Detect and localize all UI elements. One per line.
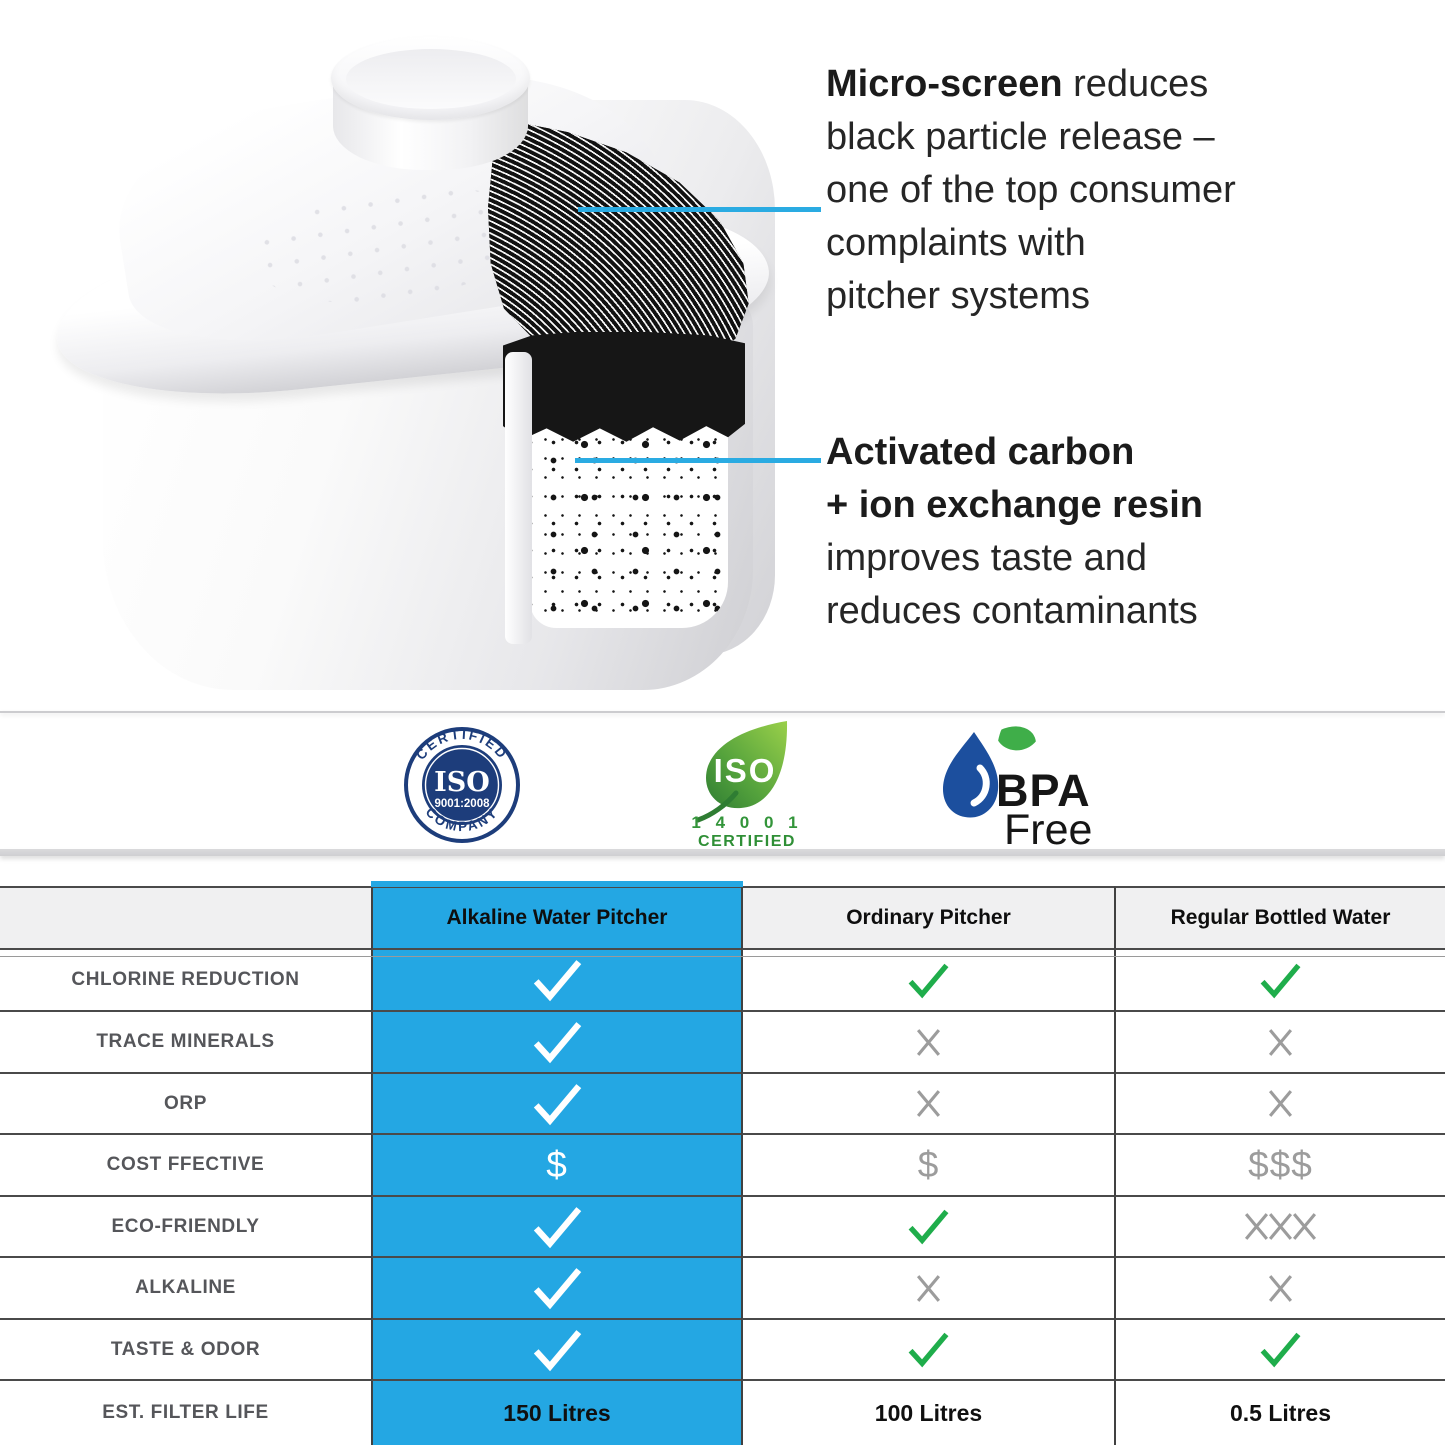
table-row-label-eco-friendly: ECO-FRIENDLY [0,1197,371,1258]
table-cell: 0.5 Litres [1114,1381,1445,1445]
check-icon [533,960,581,1002]
table-row-label-orp: ORP [0,1074,371,1135]
table-cell [1114,1012,1445,1074]
table-col-header-alkaline-water-pitcher: Alkaline Water Pitcher [371,886,741,950]
callout-line-text: Micro-screen reduces [826,58,1426,111]
check-icon [533,1268,581,1310]
leaf-number-text: 1 4 0 0 1 [691,813,802,832]
cross-icon [916,1090,941,1117]
check-icon [533,1329,581,1371]
check-icon [533,1022,581,1064]
table-col-header-ordinary-pitcher: Ordinary Pitcher [741,886,1114,950]
table-row-label-trace-minerals: TRACE MINERALS [0,1012,371,1074]
cross-icon [916,1028,941,1056]
callout-line-text: one of the top consumer [826,169,1236,211]
table-cell [1114,1074,1445,1135]
table-cell [741,1012,1114,1074]
callout-text-micro-screen: Micro-screen reduces black particle rele… [826,58,1426,323]
table-row-label-est-filter-life: EST. FILTER LIFE [0,1381,371,1445]
callout-line-activated-carbon [575,458,821,463]
table-cell: $$$ [1114,1135,1445,1197]
check-icon [908,1332,949,1368]
iso-9001-certified-seal-icon: CERTIFIED COMPANY ISO 9001:2008 [404,727,520,843]
check-icon [908,963,949,998]
seal-iso-text: ISO [434,767,490,798]
callout-line-text: reduces contaminants [826,590,1198,632]
callout-line-text: complaints with [826,222,1086,264]
table-cell-text: $ [917,1144,940,1185]
highlight-column-cap [371,881,743,887]
table-cell-text: $ [546,1144,568,1185]
check-icon [908,1209,949,1245]
divider-line-bottom [0,849,1445,856]
leaf-iso-text: ISO [714,752,777,789]
divider-line-top [0,711,1445,713]
table-cell: 150 Litres [371,1381,741,1445]
callout-text: reduces [1062,63,1209,105]
table-cell [371,1074,741,1135]
callout-line-text: improves taste and [826,537,1148,579]
cutaway-left-wall [505,352,532,644]
leaf-certified-text: CERTIFIED [698,833,796,850]
seal-number-text: 9001:2008 [435,798,491,810]
check-icon [533,1083,581,1125]
callout-bold-term: Activated carbon [826,431,1135,473]
bpa-free-text: Free [1004,806,1092,848]
table-col-header-regular-bottled-water: Regular Bottled Water [1114,886,1445,950]
table-cell: 100 Litres [741,1381,1114,1445]
callout-line-micro-screen [578,207,821,212]
callout-bold-term: + ion exchange resin [826,484,1203,526]
cross-icon [1268,1028,1293,1056]
cross-icon [1244,1213,1269,1240]
cartridge-neck-inner [346,49,516,109]
table-cell [741,1074,1114,1135]
table-cell [741,1258,1114,1320]
cutaway-black-band [503,332,745,442]
callout-bold-term: Micro-screen [826,63,1063,105]
callout-text-activated-carbon: Activated carbon + ion exchange resin im… [826,426,1426,638]
cross-icon [1268,1090,1293,1117]
table-cell: $ [371,1135,741,1197]
table-cell [1114,1258,1445,1320]
table-cell [371,1320,741,1381]
table-col-header-empty [0,886,371,950]
check-icon [1260,1332,1301,1368]
table-row-label-chlorine-reduction: CHLORINE REDUCTION [0,950,371,1012]
check-icon [533,1206,581,1248]
table-row-label-cost-effective: COST FFECTIVE [0,1135,371,1197]
table-cell: $ [741,1135,1114,1197]
table-cell [741,1197,1114,1258]
cross-icon [1268,1274,1293,1302]
table-cell [1114,950,1445,1012]
cross-icon [916,1274,941,1302]
comparison-table: Alkaline Water Pitcher Ordinary Pitcher … [0,886,1445,1445]
activated-carbon-cutaway [530,400,728,628]
table-cell [371,1258,741,1320]
table-cell [371,1197,741,1258]
callout-line-text: black particle release – [826,116,1215,158]
bpa-text: BPA [996,765,1091,816]
table-cell-text: 100 Litres [874,1399,983,1426]
table-row-label-alkaline: ALKALINE [0,1258,371,1320]
bpa-free-icon: BPA Free [942,722,1092,848]
table-cell [1114,1320,1445,1381]
table-row-label-taste-odor: TASTE & ODOR [0,1320,371,1381]
table-cell [741,950,1114,1012]
iso-14001-leaf-icon: ISO 1 4 0 0 1 CERTIFIED [691,721,802,850]
header-double-rule [0,956,1445,957]
table-cell [741,1320,1114,1381]
micro-screen-mesh-cutaway [488,119,749,364]
table-cell-text: $$$ [1248,1144,1313,1185]
table-cell-text: 0.5 Litres [1230,1399,1331,1426]
table-cell [371,1012,741,1074]
check-icon [1260,963,1301,998]
table-cell-text: 150 Litres [503,1399,611,1426]
cross-icon [1268,1213,1293,1240]
cross-icon [1292,1213,1317,1240]
table-cell [1114,1197,1445,1258]
table-cell [371,950,741,1012]
callout-line-text: pitcher systems [826,275,1090,317]
